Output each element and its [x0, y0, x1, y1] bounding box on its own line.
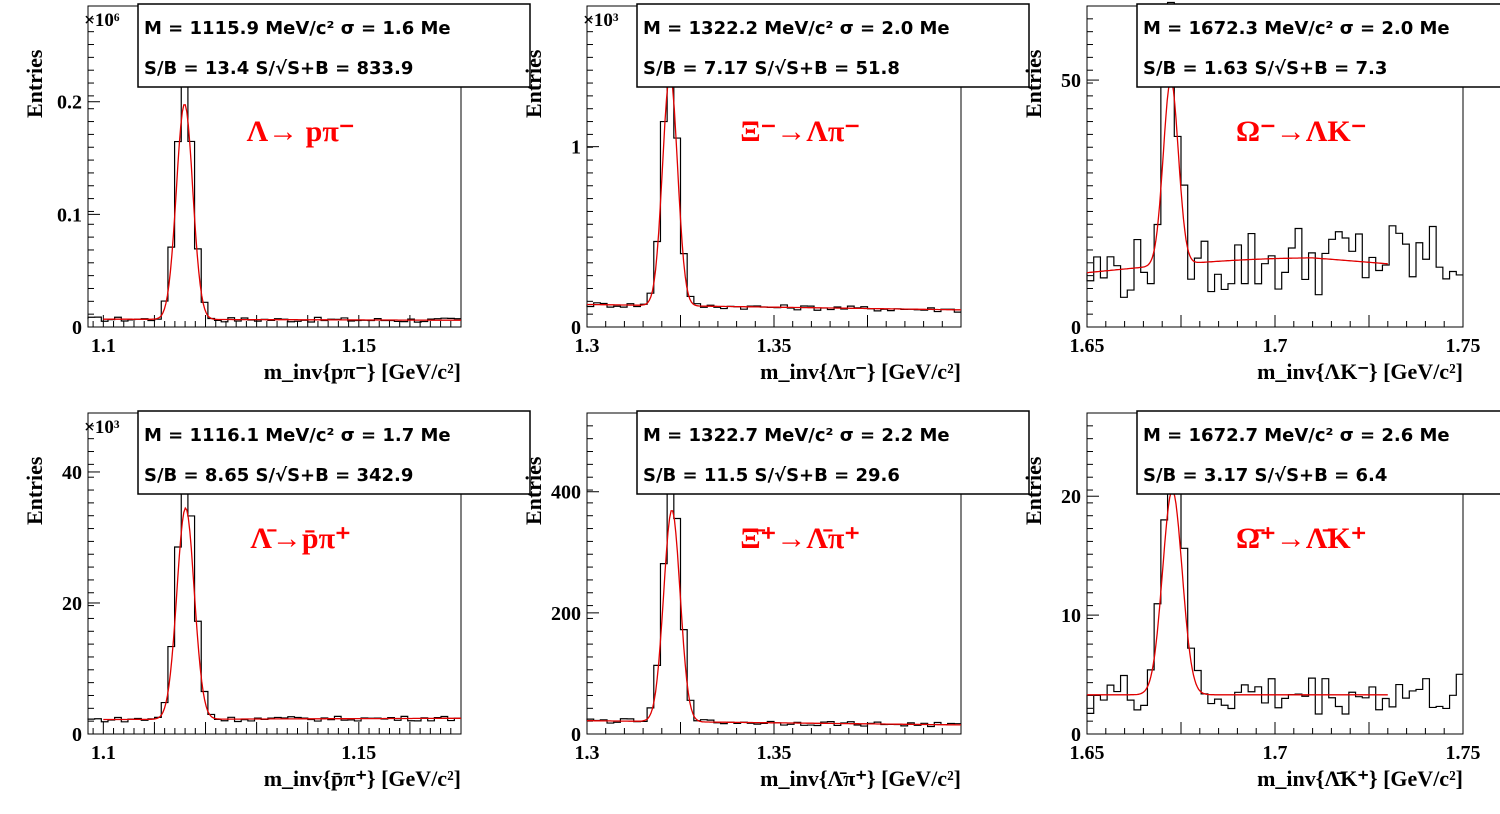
x-axis-label: m_inv{ΛK⁻} [GeV/c²]	[1257, 359, 1463, 384]
x-tick-label: 1.75	[1446, 742, 1481, 764]
y-multiplier: ×10³	[583, 10, 619, 31]
x-tick-label: 1.65	[1070, 742, 1105, 764]
process-label: Ξ̄⁺→Λ̄π⁺	[740, 522, 860, 555]
stats-line-1: M = 1322.2 MeV/c² σ = 2.0 Me	[643, 18, 950, 39]
process-label: Ξ⁻→Λπ⁻	[740, 115, 860, 148]
y-tick-label: 0.2	[57, 92, 82, 114]
y-axis-label: Entries	[521, 49, 546, 118]
histogram-line	[87, 76, 461, 323]
y-tick-label: 40	[62, 462, 82, 484]
panel-p2: 1.3 1.35 0 1 ×10³ Entries m_inv{Λπ⁻} [GeV/c²] M…	[521, 3, 1030, 384]
fit-curve	[1086, 78, 1388, 274]
x-tick-label: 1.3	[575, 742, 600, 764]
panel-p6: 1.65 1.7 1.75 0 10 20 Entries m_inv{Λ̄K⁺} [GeV/…	[1021, 410, 1500, 791]
y-multiplier: ×10⁶	[84, 10, 120, 31]
histogram-line	[87, 474, 461, 723]
histogram-line	[1086, 1, 1463, 298]
x-axis-label: m_inv{pπ⁻} [GeV/c²]	[264, 359, 461, 384]
y-tick-label: 20	[62, 593, 82, 615]
fit-curve	[1087, 489, 1388, 696]
x-tick-label: 1.35	[757, 742, 792, 764]
x-tick-label: 1.75	[1446, 335, 1481, 357]
stats-line-2: S/B = 11.5 S/√S+B = 29.6	[643, 465, 900, 486]
y-axis-label: Entries	[521, 456, 546, 525]
x-tick-label: 1.65	[1070, 335, 1105, 357]
y-tick-label: 0	[72, 724, 82, 746]
x-tick-label: 1.7	[1263, 742, 1288, 764]
x-tick-label: 1.1	[91, 335, 116, 357]
x-tick-label: 1.35	[757, 335, 792, 357]
y-tick-label: 50	[1061, 70, 1081, 92]
panel-p3: 1.65 1.7 1.75 0 50 Entries m_inv{ΛK⁻} [GeV/c²]…	[1021, 1, 1500, 384]
process-label: Ω⁻→ΛK⁻	[1236, 115, 1367, 148]
panel-p4: 1.1 1.15 0 20 40 ×10³ Entries m_inv{p̄π⁺} [GeV/…	[22, 410, 531, 791]
stats-box	[137, 410, 531, 495]
histogram-line	[1086, 453, 1463, 715]
y-tick-label: 20	[1061, 486, 1081, 508]
y-tick-label: 400	[551, 482, 581, 504]
y-tick-label: 0	[571, 724, 581, 746]
y-tick-label: 10	[1061, 605, 1081, 627]
panel-p1: 1.1 1.15 0 0.1 0.2 ×10⁶ Entries m_inv{pπ⁻} [GeV…	[22, 3, 531, 384]
fit-curve	[103, 506, 461, 721]
stats-line-1: M = 1116.1 MeV/c² σ = 1.7 Me	[144, 425, 451, 446]
stats-line-2: S/B = 1.63 S/√S+B = 7.3	[1143, 58, 1387, 79]
stats-line-2: S/B = 3.17 S/√S+B = 6.4	[1143, 465, 1387, 486]
x-tick-label: 1.15	[341, 335, 376, 357]
process-label: Λ→ pπ⁻	[247, 115, 355, 148]
stats-line-2: S/B = 8.65 S/√S+B = 342.9	[144, 465, 413, 486]
stats-box	[1136, 410, 1500, 495]
stats-line-2: S/B = 13.4 S/√S+B = 833.9	[144, 58, 413, 79]
y-axis-label: Entries	[22, 49, 47, 118]
x-axis-label: m_inv{Λπ⁻} [GeV/c²]	[760, 359, 961, 384]
y-tick-label: 0	[1071, 317, 1081, 339]
x-tick-label: 1.15	[341, 742, 376, 764]
y-axis-label: Entries	[1021, 49, 1046, 118]
y-axis-label: Entries	[1021, 456, 1046, 525]
y-tick-label: 0	[1071, 724, 1081, 746]
fit-curve	[587, 510, 961, 726]
stats-line-1: M = 1322.7 MeV/c² σ = 2.2 Me	[643, 425, 950, 446]
fit-curve	[103, 104, 461, 321]
x-tick-label: 1.3	[575, 335, 600, 357]
y-tick-label: 0.1	[57, 204, 82, 226]
process-label: Λ̄→p̄π⁺	[250, 522, 350, 555]
y-tick-label: 0	[571, 317, 581, 339]
stats-box	[636, 410, 1030, 495]
stats-box	[636, 3, 1030, 88]
x-axis-label: m_inv{Λ̄π⁺} [GeV/c²]	[760, 766, 961, 791]
stats-box	[137, 3, 531, 88]
process-label: Ω̄⁺→Λ̄K⁺	[1236, 522, 1367, 555]
fit-curve	[587, 73, 962, 311]
x-axis-label: m_inv{p̄π⁺} [GeV/c²]	[264, 766, 461, 791]
stats-line-1: M = 1672.7 MeV/c² σ = 2.6 Me	[1143, 425, 1450, 446]
y-tick-label: 1	[571, 137, 581, 159]
x-tick-label: 1.1	[91, 742, 116, 764]
histogram-line	[586, 54, 961, 313]
stats-line-1: M = 1672.3 MeV/c² σ = 2.0 Me	[1143, 18, 1450, 39]
x-tick-label: 1.7	[1263, 335, 1288, 357]
stats-box	[1136, 3, 1500, 88]
histogram-line	[586, 481, 961, 728]
y-tick-label: 0	[72, 317, 82, 339]
stats-line-1: M = 1115.9 MeV/c² σ = 1.6 Me	[144, 18, 451, 39]
y-multiplier: ×10³	[84, 417, 120, 438]
stats-line-2: S/B = 7.17 S/√S+B = 51.8	[643, 58, 900, 79]
x-axis-label: m_inv{Λ̄K⁺} [GeV/c²]	[1257, 766, 1463, 791]
y-axis-label: Entries	[22, 456, 47, 525]
y-tick-label: 200	[551, 603, 581, 625]
